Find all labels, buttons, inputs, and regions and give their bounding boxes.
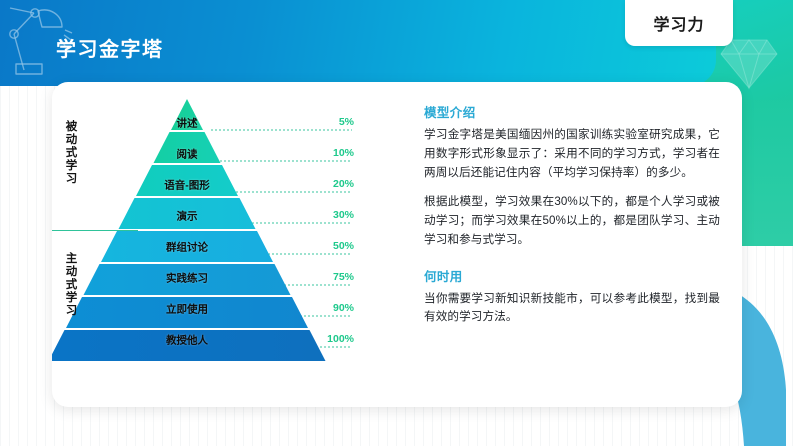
info-section1-title: 模型介绍 [424, 106, 476, 120]
group-label-passive: 被动式学习 [64, 120, 77, 185]
pyramid-svg [52, 99, 352, 361]
pyramid-level-label: 演示 [176, 210, 198, 223]
content-card: 讲述 阅读 语音-图形 演示 群组讨论 实践练习 立即使用 教授他人 5% 10… [52, 82, 742, 407]
pyramid-percent-label: 30% [332, 209, 354, 221]
info-section2-para1: 当你需要学习新知识新技能市，可以参考此模型，找到最有效的学习方法。 [424, 291, 720, 324]
pyramid-percent-label: 90% [332, 302, 354, 314]
info-panel: 模型介绍 学习金字塔是美国缅因州的国家训练实验室研究成果，它用数字形式形象显示了… [424, 102, 720, 327]
pyramid-percent-label: 75% [332, 271, 354, 283]
info-section1-para2: 根据此模型，学习效果在30%以下的，都是个人学习或被动学习；而学习效果在50%以… [424, 195, 720, 246]
pyramid-percent-label: 100% [327, 333, 354, 345]
group-label-active: 主动式学习 [64, 252, 77, 317]
diamond-icon [720, 39, 778, 90]
pyramid-level-label: 群组讨论 [166, 241, 208, 254]
pyramid-level-label: 语音-图形 [164, 179, 210, 192]
pyramid-percent-label: 10% [332, 147, 354, 159]
pyramid-level-label: 立即使用 [166, 303, 208, 316]
page-title: 学习金字塔 [56, 39, 164, 61]
pyramid-level-label: 实践练习 [166, 272, 208, 285]
desk-lamp-icon [9, 7, 73, 75]
pyramid-percent-label: 20% [332, 178, 354, 190]
pyramid-level-label: 教授他人 [166, 334, 208, 347]
group-divider [52, 230, 138, 231]
info-section2-title: 何时用 [424, 269, 463, 284]
status-badge: 学习力 [625, 0, 733, 46]
pyramid-level-label: 阅读 [176, 148, 198, 161]
info-section1-para1: 学习金字塔是美国缅因州的国家训练实验室研究成果，它用数字形式形象显示了：采用不同… [424, 128, 720, 179]
header-bar [0, 0, 716, 86]
pyramid-percent-label: 5% [338, 116, 354, 128]
learning-pyramid-chart: 讲述 阅读 语音-图形 演示 群组讨论 实践练习 立即使用 教授他人 5% 10… [52, 82, 412, 407]
pyramid-level-label: 讲述 [176, 117, 198, 130]
pyramid-slices [52, 99, 326, 361]
pyramid-percent-label: 50% [332, 240, 354, 252]
